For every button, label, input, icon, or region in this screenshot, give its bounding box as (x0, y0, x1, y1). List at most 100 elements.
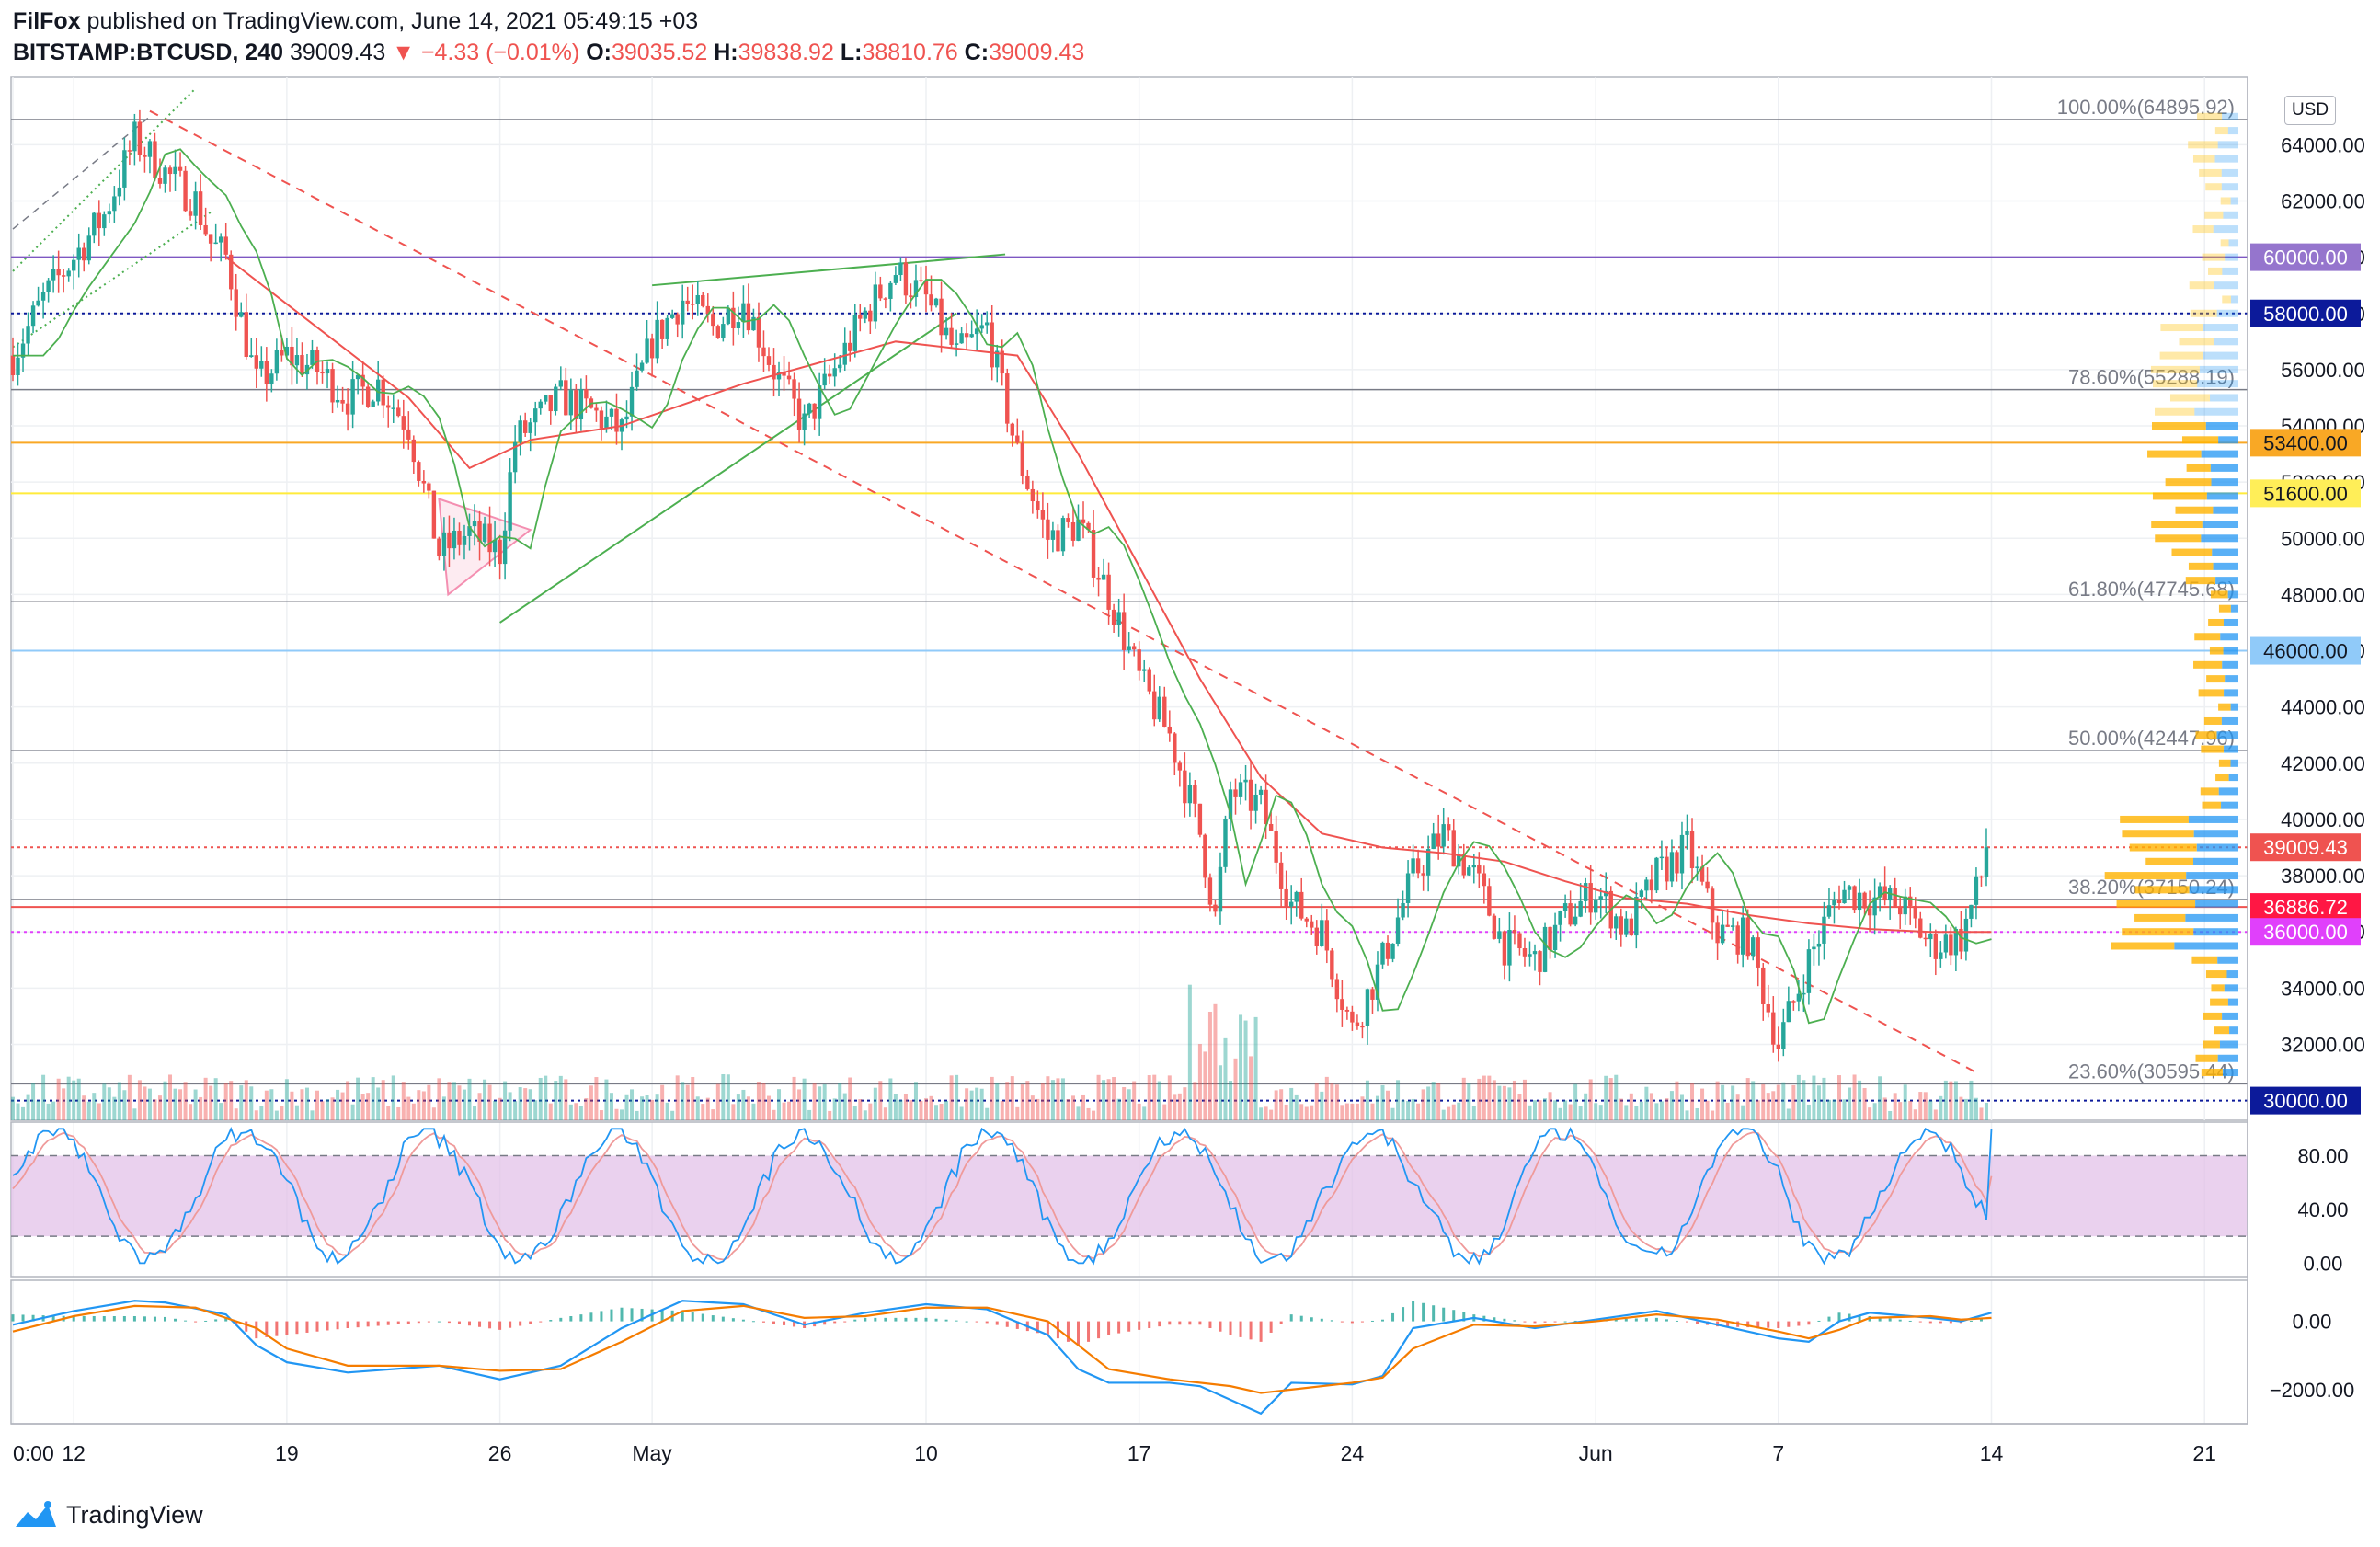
candle-body (909, 295, 913, 298)
candle-body (1913, 905, 1917, 919)
volume-bar (21, 1106, 26, 1120)
candle-body (86, 235, 91, 261)
candle-body (167, 167, 173, 175)
volume-profile-sell (2192, 155, 2215, 163)
price-axis[interactable]: 32000.00 34000.00 36000.00 38000.00 40000.00… (2247, 77, 2365, 1424)
volume-bar (1665, 1098, 1669, 1120)
volume-profile-buy (2230, 197, 2238, 205)
candle-body (1639, 890, 1644, 897)
volume-bar (1969, 1080, 1974, 1120)
macd-histogram-bar (1878, 1317, 1882, 1322)
volume-bar (1604, 1075, 1608, 1120)
candle-body (1142, 669, 1147, 671)
candle-body (949, 327, 954, 345)
macd-histogram-bar (1939, 1321, 1942, 1324)
macd-histogram-bar (1320, 1318, 1323, 1322)
macd-histogram-bar (478, 1321, 482, 1327)
volume-bar (406, 1096, 411, 1120)
macd-histogram-bar (82, 1316, 86, 1322)
candle-body (705, 305, 710, 315)
price-tick-label: 44000.00 (2281, 696, 2365, 719)
trend-drawings[interactable] (12, 87, 1977, 1073)
macd-histogram-bar (894, 1317, 898, 1322)
volume-bar (1310, 1105, 1314, 1120)
candle-body (330, 369, 335, 403)
volume-bar (483, 1079, 487, 1120)
volume-profile-buy (2213, 506, 2238, 514)
price-chart[interactable]: 100.00%(64895.92)78.60%(55288.19)61.80%(… (0, 0, 2380, 1490)
candle-body (1258, 789, 1264, 795)
candle-body (457, 530, 462, 545)
macd-histogram-bar (904, 1317, 908, 1322)
volume-bar (82, 1095, 86, 1120)
volume-bar (264, 1090, 269, 1120)
macd-histogram-bar (1391, 1312, 1395, 1322)
candle-body (786, 375, 792, 380)
candle-body (1310, 921, 1314, 928)
volume-bar (1193, 1082, 1197, 1120)
volume-profile-buy (2185, 913, 2238, 922)
tradingview-footer[interactable]: TradingView (13, 1499, 203, 1530)
volume-profile-buy (2202, 521, 2238, 528)
volume-bar (842, 1093, 847, 1120)
macd-histogram-bar (721, 1316, 725, 1322)
volume-bar (990, 1076, 994, 1120)
volume-profile-sell (2155, 534, 2202, 543)
candle-body (568, 390, 574, 416)
candle-body (1614, 916, 1619, 929)
macd-histogram-bar (864, 1317, 867, 1322)
macd-histogram-bar (235, 1321, 238, 1325)
price-change: ▼ −4.33 (−0.01%) (392, 40, 580, 65)
candle-body (1451, 830, 1456, 867)
candle-body (203, 224, 208, 235)
main-pane[interactable] (10, 76, 2248, 1121)
symbol-interval[interactable]: BITSTAMP:BTCUSD, 240 (13, 40, 284, 65)
currency-badge[interactable]: USD (2284, 96, 2336, 125)
volume-bar (1939, 1095, 1943, 1120)
volume-bar (645, 1094, 649, 1120)
candle-body (147, 141, 153, 157)
macd-histogram-bar (1219, 1321, 1222, 1332)
candle-body (1730, 925, 1735, 927)
macd-tick-label: −2000.00 (2270, 1379, 2354, 1402)
candle-body (1415, 858, 1421, 874)
volume-bar (1690, 1083, 1695, 1120)
volume-bar (107, 1087, 111, 1120)
macd-histogram-bar (509, 1321, 512, 1328)
volume-profile-sell (2205, 183, 2222, 191)
volume-profile-sell (2181, 436, 2219, 444)
macd-histogram-bar (1573, 1320, 1577, 1322)
candle-body (1943, 934, 1949, 953)
volume-bar (209, 1085, 213, 1120)
volume-profile-buy (2197, 380, 2238, 388)
volume-bar (1761, 1083, 1766, 1120)
macd-histogram-bar (376, 1321, 380, 1326)
candle-body (711, 314, 715, 327)
macd-histogram-bar (559, 1317, 563, 1322)
volume-bar (1675, 1081, 1679, 1120)
macd-pane[interactable] (10, 1279, 2248, 1425)
volume-bar (1984, 1102, 1988, 1120)
volume-bar (259, 1106, 264, 1120)
volume-profile-sell (2122, 830, 2194, 838)
volume-bar (16, 1103, 20, 1120)
volume-bar (168, 1074, 173, 1120)
candle-body (1893, 888, 1897, 907)
volume-bar (1802, 1080, 1806, 1120)
stochastic-rsi-pane[interactable] (10, 1121, 2248, 1278)
volume-bar (1218, 1065, 1222, 1120)
publisher-name[interactable]: FilFox (13, 8, 81, 34)
fibonacci-retracement[interactable]: 100.00%(64895.92)78.60%(55288.19)61.80%(… (11, 96, 2248, 1085)
moving-averages (13, 148, 1992, 1025)
macd-histogram-bar (1696, 1321, 1699, 1324)
volume-bar (1528, 1105, 1532, 1120)
volume-profile-buy (2218, 787, 2238, 796)
volume-bar (518, 1087, 522, 1120)
candles[interactable] (10, 109, 1989, 1062)
volume-bar (965, 1088, 969, 1120)
volume-bar (1157, 1081, 1161, 1120)
time-axis[interactable]: 0:00 12 19 26 May 10 17 24 Jun 7 14 21 (11, 1423, 2248, 1465)
volume-profile-buy (2188, 815, 2238, 823)
candle-body (1877, 886, 1882, 898)
candle-body (669, 314, 675, 318)
